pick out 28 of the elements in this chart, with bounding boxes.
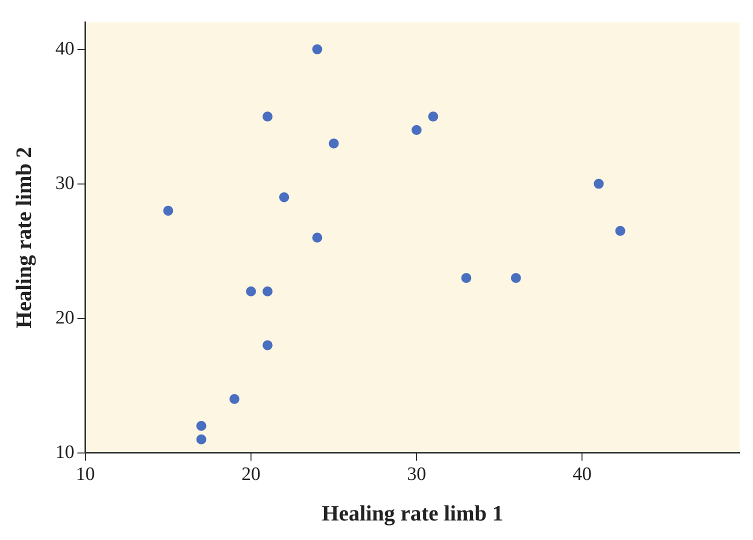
point bbox=[196, 434, 206, 444]
y-tick-label: 10 bbox=[55, 442, 74, 463]
y-tick-label: 40 bbox=[55, 38, 74, 60]
point bbox=[246, 286, 256, 296]
point bbox=[328, 138, 339, 148]
x-tick-label: 30 bbox=[407, 464, 426, 486]
x-tick-label: 10 bbox=[76, 464, 95, 486]
x-tick-label: 40 bbox=[572, 464, 592, 486]
point bbox=[279, 192, 290, 202]
point bbox=[312, 44, 322, 54]
point bbox=[615, 226, 626, 236]
point bbox=[412, 125, 422, 135]
point bbox=[262, 112, 273, 122]
point bbox=[229, 394, 240, 404]
y-axis-title: Healing rate limb 2 bbox=[10, 146, 36, 328]
point bbox=[196, 420, 206, 431]
point bbox=[461, 272, 472, 283]
x-axis-title: Healing rate limb 1 bbox=[322, 500, 504, 526]
point bbox=[428, 112, 438, 122]
point bbox=[163, 206, 174, 216]
point bbox=[262, 286, 273, 296]
point bbox=[262, 340, 273, 350]
point bbox=[312, 232, 322, 243]
x-tick-label: 20 bbox=[241, 464, 260, 486]
point bbox=[510, 272, 521, 283]
y-tick-label: 30 bbox=[55, 172, 74, 194]
point bbox=[594, 178, 604, 189]
y-tick-label: 20 bbox=[55, 307, 74, 328]
